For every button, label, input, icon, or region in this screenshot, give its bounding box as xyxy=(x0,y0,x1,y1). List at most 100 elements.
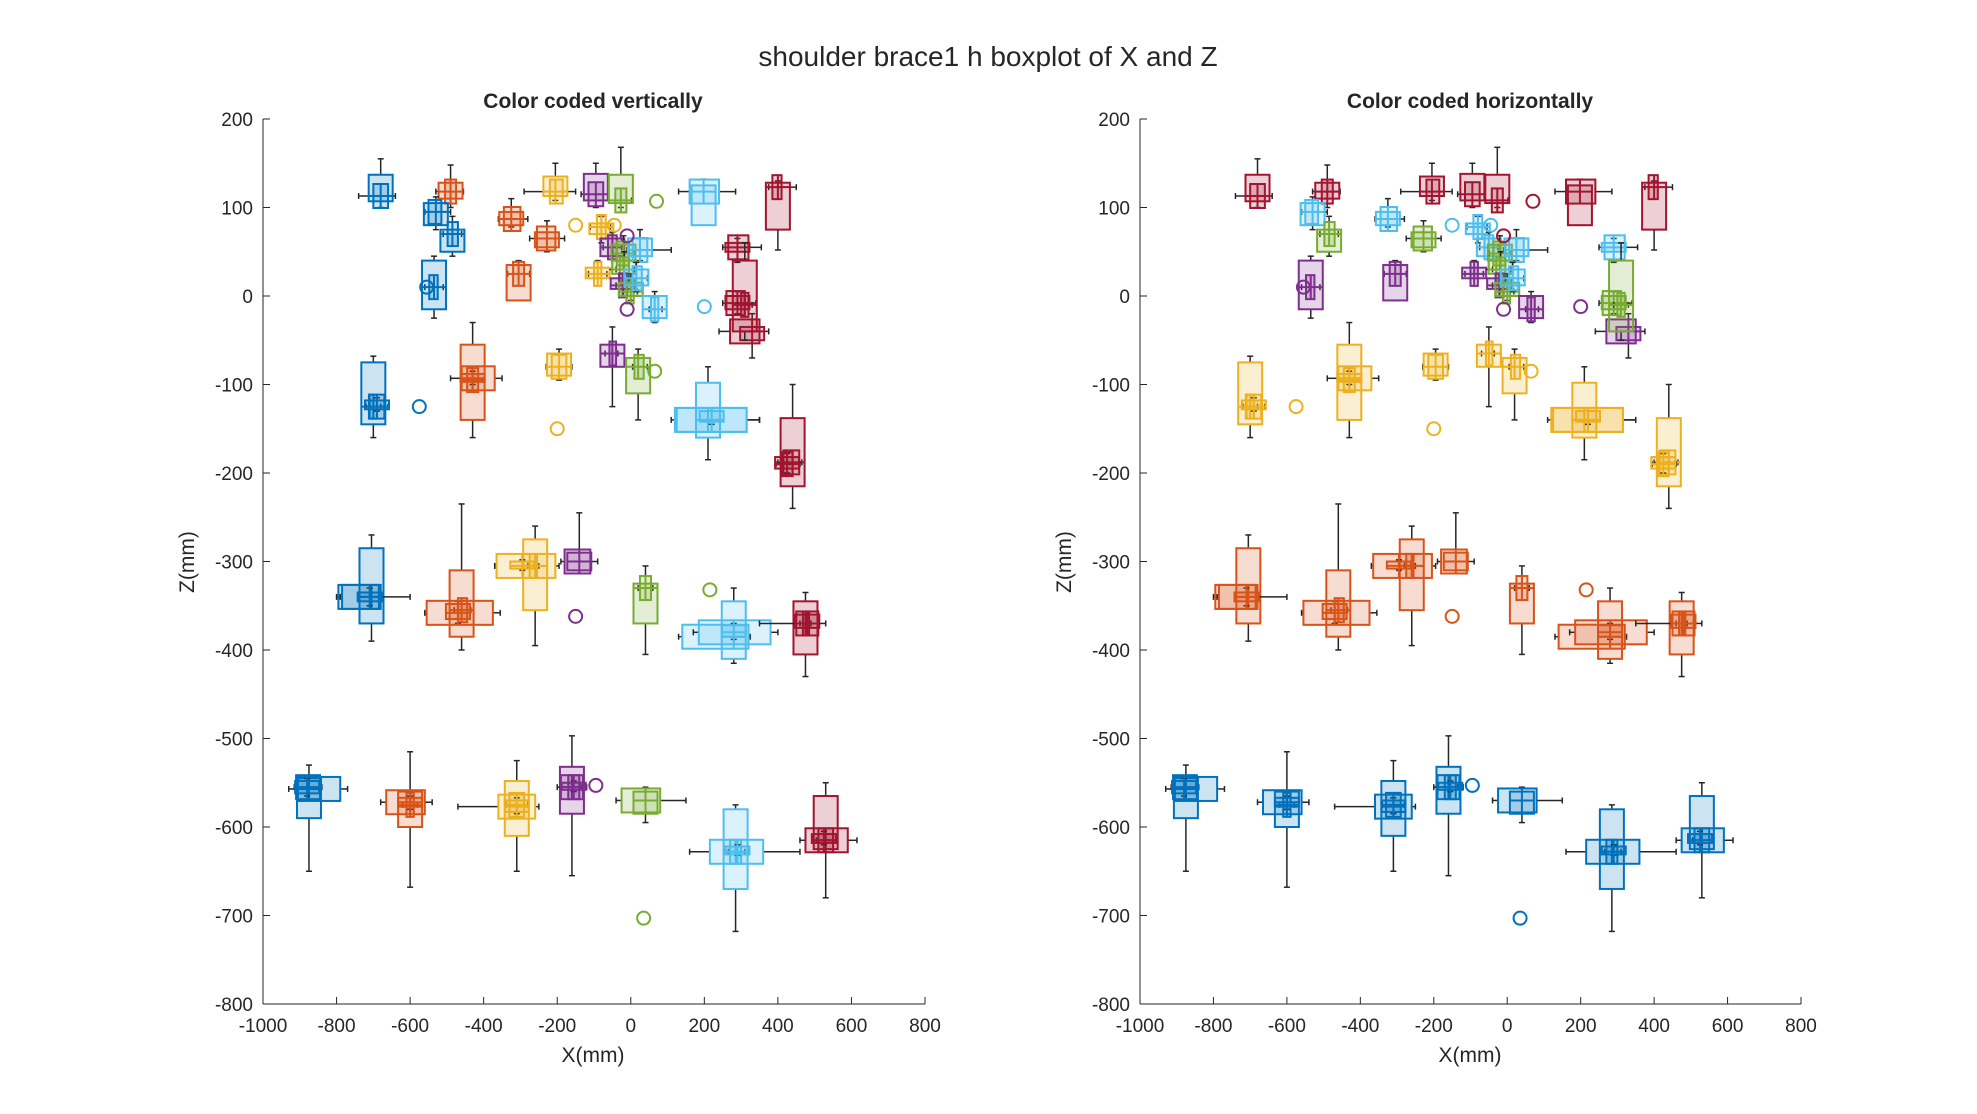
box-pair xyxy=(556,774,588,801)
outlier-point xyxy=(1573,299,1589,315)
outlier-point xyxy=(588,777,604,793)
x-tick-label: -1000 xyxy=(1116,1016,1165,1037)
box-pair xyxy=(1461,259,1488,287)
box-pair xyxy=(1568,619,1655,646)
box-pair xyxy=(1382,259,1409,302)
y-tick-label: -200 xyxy=(1092,464,1130,485)
y-tick-label: -700 xyxy=(1092,907,1130,928)
outlier-point xyxy=(606,217,622,233)
right-plot-panel: Color coded horizontally X(mm) Z(mm) -10… xyxy=(1053,90,1817,1067)
box-pair xyxy=(1546,406,1637,433)
box-pair xyxy=(1554,178,1613,227)
outlier-point xyxy=(411,399,427,415)
x-box xyxy=(1302,599,1371,626)
x-tick-label: 400 xyxy=(762,1016,794,1037)
outlier-point xyxy=(1464,777,1480,793)
outlier-point xyxy=(1578,582,1594,598)
right-y-axis-label: Z(mm) xyxy=(1053,531,1076,593)
box-pair xyxy=(287,775,349,802)
box-pair xyxy=(1501,348,1528,421)
y-tick-label: 0 xyxy=(1119,287,1130,308)
box-marks xyxy=(1164,146,1734,933)
y-tick-label: -600 xyxy=(1092,818,1130,839)
x-tick-label: 0 xyxy=(625,1016,636,1037)
box-pair xyxy=(1240,393,1267,420)
right-plot-title: Color coded horizontally xyxy=(1347,90,1593,113)
box-pair xyxy=(626,228,672,263)
y-tick-label: -700 xyxy=(215,907,253,928)
box-pair xyxy=(357,158,397,209)
box-pair xyxy=(1502,228,1549,263)
box-pair xyxy=(764,174,798,251)
x-tick-label: 200 xyxy=(688,1016,720,1037)
box-pair xyxy=(449,365,503,392)
outlier-point xyxy=(1496,301,1512,317)
box-pair xyxy=(692,619,779,646)
y-tick-label: -100 xyxy=(1092,376,1130,397)
box-pair xyxy=(364,393,391,420)
x-tick-label: -200 xyxy=(1415,1016,1453,1037)
box-pair xyxy=(1475,326,1502,408)
box-pair xyxy=(523,162,577,205)
x-tick-label: 600 xyxy=(836,1016,868,1037)
y-tick-label: -400 xyxy=(1092,641,1130,662)
box-pair xyxy=(1518,290,1545,324)
box-pair xyxy=(1484,146,1511,214)
box-pair xyxy=(1405,220,1442,253)
y-tick-label: -400 xyxy=(215,641,253,662)
x-tick-label: 0 xyxy=(1502,1016,1513,1037)
box-pair xyxy=(505,259,532,302)
box-pair xyxy=(1608,242,1635,341)
outlier-point xyxy=(1444,217,1460,233)
x-tick-label: -600 xyxy=(1268,1016,1306,1037)
x-tick-label: 400 xyxy=(1638,1016,1670,1037)
outlier-point xyxy=(1496,228,1512,244)
outlier-point xyxy=(419,279,435,295)
box-pair xyxy=(758,610,827,637)
x-tick-label: 800 xyxy=(1785,1016,1817,1037)
box-pair xyxy=(1316,215,1343,257)
left-plot-title: Color coded vertically xyxy=(483,90,703,113)
x-tick-label: 200 xyxy=(1565,1016,1597,1037)
left-x-axis-label: X(mm) xyxy=(562,1044,625,1067)
outlier-point xyxy=(1295,279,1311,295)
y-tick-label: -300 xyxy=(1092,553,1130,574)
box-pair xyxy=(1256,789,1310,816)
y-tick-label: 0 xyxy=(242,287,253,308)
x-tick-label: -600 xyxy=(391,1016,429,1037)
box-pair xyxy=(599,326,626,408)
outlier-point xyxy=(1523,363,1539,379)
box-pair xyxy=(339,583,411,610)
box-pair xyxy=(497,197,529,233)
box-pair xyxy=(1370,552,1437,579)
box-pair xyxy=(670,406,761,433)
box-pair xyxy=(1333,793,1417,820)
box-pair xyxy=(1374,197,1406,233)
outlier-point xyxy=(568,608,584,624)
y-tick-label: 100 xyxy=(221,199,253,220)
outlier-point xyxy=(696,299,712,315)
box-pair xyxy=(424,599,501,626)
outlier-point xyxy=(1483,217,1499,233)
box-pair xyxy=(641,290,668,324)
outlier-point xyxy=(549,421,565,437)
y-tick-label: -500 xyxy=(1092,730,1130,751)
outlier-point xyxy=(619,301,635,317)
y-tick-label: 200 xyxy=(1098,110,1130,131)
box-pair xyxy=(799,827,858,854)
y-tick-label: -500 xyxy=(215,730,253,751)
outlier-point xyxy=(1288,399,1304,415)
x-tick-label: -800 xyxy=(1194,1016,1232,1037)
box-pair xyxy=(379,789,433,816)
box-pair xyxy=(580,162,610,209)
outlier-point xyxy=(636,910,652,926)
outlier-point xyxy=(1525,193,1541,209)
outlier-point xyxy=(619,228,635,244)
y-tick-label: 200 xyxy=(221,110,253,131)
outlier-point xyxy=(649,193,665,209)
box-pair xyxy=(1565,838,1677,865)
box-pair xyxy=(422,196,452,231)
box-pair xyxy=(625,348,652,421)
